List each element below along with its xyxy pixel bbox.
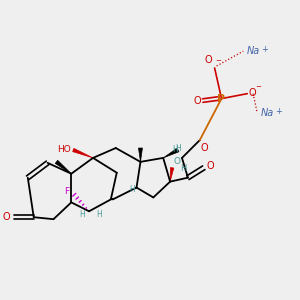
Text: −: −: [255, 84, 261, 90]
Polygon shape: [73, 148, 93, 158]
Text: F: F: [64, 187, 69, 196]
Text: Na: Na: [261, 108, 274, 118]
Polygon shape: [139, 148, 142, 162]
Text: HO: HO: [58, 145, 71, 154]
Text: Na: Na: [247, 46, 260, 56]
Text: H: H: [172, 145, 178, 154]
Polygon shape: [163, 148, 179, 158]
Polygon shape: [55, 160, 71, 174]
Text: H: H: [130, 185, 135, 194]
Text: H: H: [180, 164, 186, 173]
Text: O: O: [2, 212, 10, 222]
Text: P: P: [218, 94, 226, 103]
Text: O: O: [193, 96, 201, 106]
Polygon shape: [170, 167, 174, 182]
Text: H: H: [175, 144, 181, 153]
Text: O: O: [248, 88, 256, 98]
Text: O: O: [207, 161, 214, 171]
Text: O: O: [173, 157, 180, 166]
Text: +: +: [275, 107, 282, 116]
Text: H: H: [80, 210, 85, 219]
Text: −: −: [216, 58, 221, 64]
Text: +: +: [261, 45, 268, 54]
Text: O: O: [205, 55, 213, 65]
Text: O: O: [201, 143, 208, 153]
Text: H: H: [96, 210, 102, 219]
